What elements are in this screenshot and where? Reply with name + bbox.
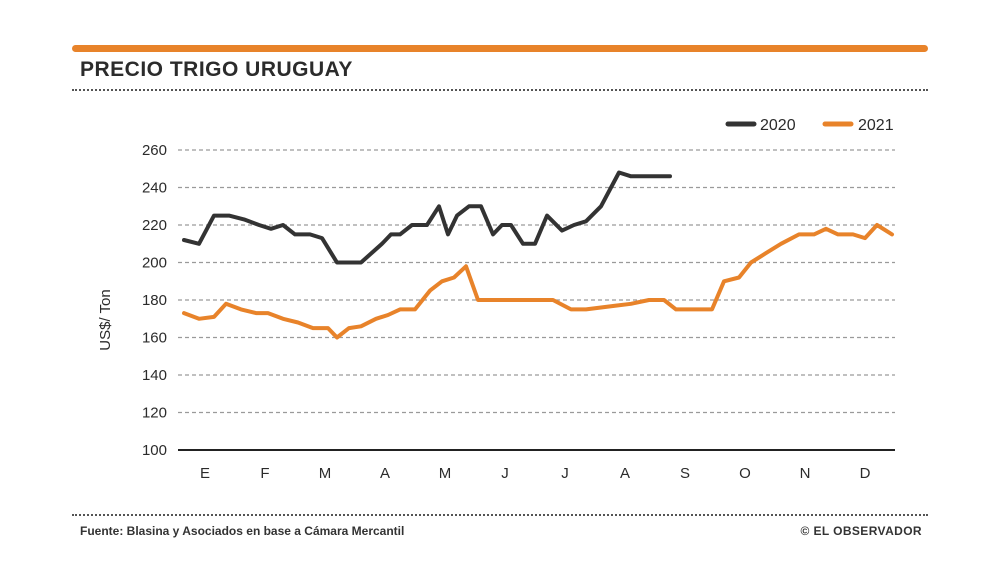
series-line-2020 [182,170,672,265]
x-tick-label: M [439,465,452,482]
y-tick-label: 100 [142,442,167,459]
x-tick-label: F [260,465,269,482]
y-axis-title: US$/ Ton [97,289,114,350]
legend: 2020 2021 [725,117,894,134]
x-tick-label: S [680,465,690,482]
series-line-2021 [182,223,894,340]
legend-label-2021: 2021 [858,117,894,134]
x-tick-label: A [620,465,630,482]
y-tick-label: 180 [142,292,167,309]
x-tick-label: D [860,465,871,482]
footer-divider [72,514,928,516]
chart-title: PRECIO TRIGO URUGUAY [80,58,353,81]
top-accent-rule [72,45,928,52]
y-tick-label: 220 [142,217,167,234]
x-tick-label: J [501,465,509,482]
x-tick-label: E [200,465,210,482]
x-tick-label: M [319,465,332,482]
y-tick-label: 160 [142,330,167,347]
x-tick-label: O [739,465,751,482]
title-divider [72,89,928,91]
y-tick-labels: 100 120 140 160 180 200 220 240 260 [142,142,167,459]
y-tick-label: 240 [142,180,167,197]
y-tick-label: 140 [142,367,167,384]
x-tick-label: A [380,465,390,482]
series-lines [182,170,894,340]
y-tick-label: 260 [142,142,167,159]
x-tick-label: N [800,465,811,482]
credit-note: © EL OBSERVADOR [800,524,922,538]
source-note: Fuente: Blasina y Asociados en base a Cá… [80,524,405,538]
y-tick-label: 120 [142,405,167,422]
y-tick-label: 200 [142,255,167,272]
grid-lines [178,149,895,451]
x-tick-label: J [561,465,569,482]
legend-label-2020: 2020 [760,117,796,134]
